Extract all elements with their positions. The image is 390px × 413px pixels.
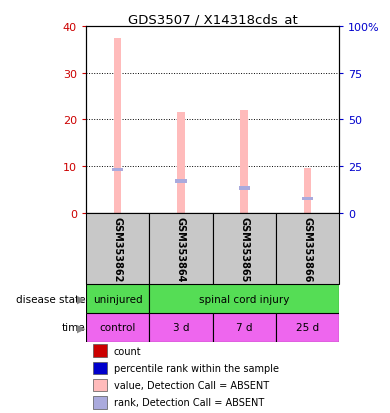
Bar (94, 344, 107, 357)
Bar (86, 214, 149, 285)
Text: GSM353865: GSM353865 (239, 216, 249, 282)
Title: GDS3507 / X14318cds_at: GDS3507 / X14318cds_at (128, 13, 298, 26)
Text: control: control (99, 323, 136, 332)
Text: ▶: ▶ (77, 323, 85, 332)
Text: GSM353864: GSM353864 (176, 216, 186, 282)
Text: rank, Detection Call = ABSENT: rank, Detection Call = ABSENT (114, 397, 264, 407)
Bar (86, 285, 149, 313)
Bar (114, 38, 121, 214)
Bar (112, 169, 123, 172)
Text: 7 d: 7 d (236, 323, 252, 332)
Text: value, Detection Call = ABSENT: value, Detection Call = ABSENT (114, 380, 269, 390)
Bar (240, 111, 248, 214)
Text: disease state: disease state (16, 294, 86, 304)
Bar (304, 169, 312, 214)
Bar (213, 313, 276, 342)
Bar (94, 379, 107, 392)
Bar (94, 396, 107, 408)
Bar (177, 113, 185, 214)
Text: percentile rank within the sample: percentile rank within the sample (114, 363, 279, 373)
Text: ▶: ▶ (77, 294, 85, 304)
Text: GSM353862: GSM353862 (112, 216, 122, 282)
Text: count: count (114, 346, 141, 356)
Bar (149, 285, 339, 313)
Bar (302, 198, 313, 201)
Bar (149, 313, 213, 342)
Bar (175, 180, 186, 183)
Text: GSM353866: GSM353866 (303, 216, 313, 282)
Bar (149, 214, 213, 285)
Bar (86, 313, 149, 342)
Text: 25 d: 25 d (296, 323, 319, 332)
Bar (276, 313, 339, 342)
Text: spinal cord injury: spinal cord injury (199, 294, 289, 304)
Text: uninjured: uninjured (93, 294, 142, 304)
Bar (239, 187, 250, 190)
Bar (94, 362, 107, 374)
Bar (213, 214, 276, 285)
Bar (276, 214, 339, 285)
Text: time: time (62, 323, 86, 332)
Text: 3 d: 3 d (173, 323, 189, 332)
